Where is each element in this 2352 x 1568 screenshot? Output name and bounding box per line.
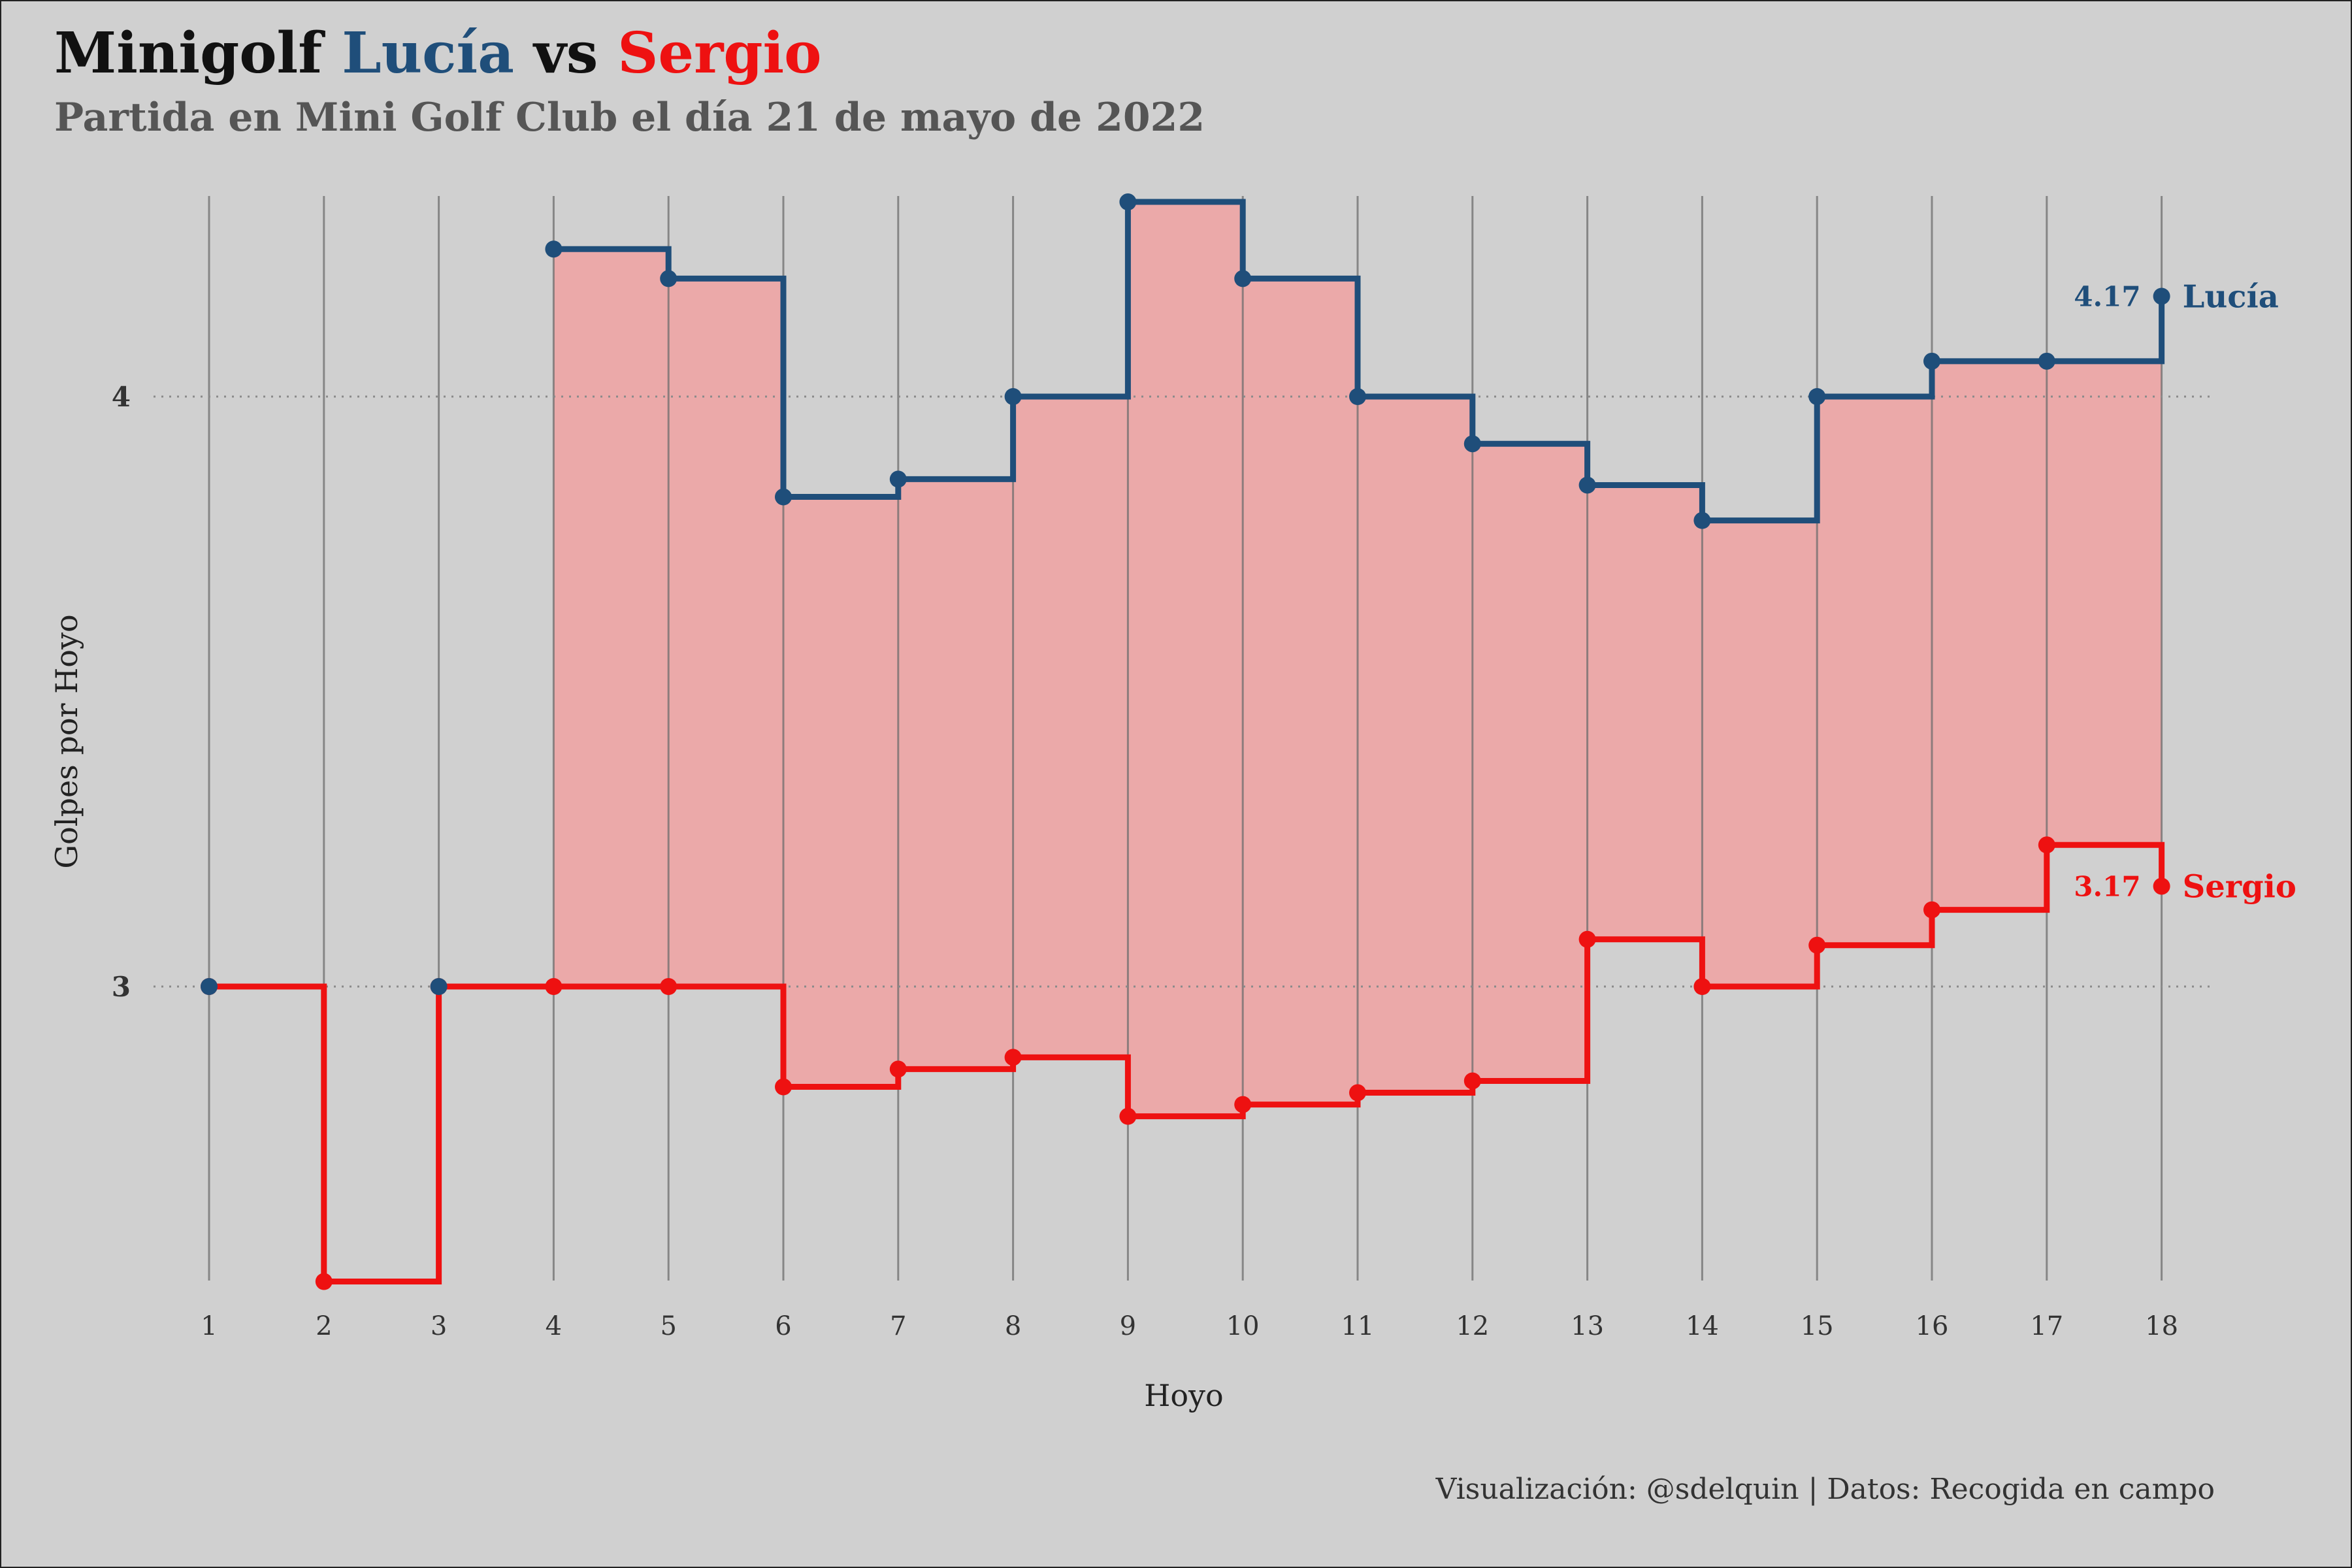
point-lucia-hole-10 xyxy=(1234,270,1252,287)
point-sergio-hole-11 xyxy=(1349,1084,1366,1102)
title-prefix: Minigolf xyxy=(54,20,323,86)
point-lucia-hole-5 xyxy=(660,270,678,287)
chart-title: Minigolf Lucía vs Sergio xyxy=(54,14,822,93)
x-tick-label-6: 6 xyxy=(775,1311,791,1341)
chart-subtitle: Partida en Mini Golf Club el día 21 de m… xyxy=(54,95,1205,140)
chart-caption: Visualización: @sdelquin | Datos: Recogi… xyxy=(1435,1473,2215,1506)
point-lucia-hole-11 xyxy=(1349,388,1366,405)
x-tick-label-4: 4 xyxy=(546,1311,562,1341)
x-tick-label-16: 16 xyxy=(1916,1311,1949,1341)
x-tick-label-7: 7 xyxy=(890,1311,906,1341)
point-lucia-hole-1 xyxy=(201,978,218,995)
point-lucia-hole-8 xyxy=(1004,388,1022,405)
x-tick-label-9: 9 xyxy=(1120,1311,1136,1341)
point-sergio-hole-18 xyxy=(2153,877,2170,895)
x-tick-label-13: 13 xyxy=(1571,1311,1604,1341)
point-lucia-hole-12 xyxy=(1463,435,1481,453)
point-lucia-hole-13 xyxy=(1578,476,1596,494)
series-line-lucia xyxy=(553,199,2165,524)
point-sergio-hole-8 xyxy=(1004,1049,1022,1066)
y-tick-label-4: 4 xyxy=(112,381,131,413)
y-tick-label-3: 3 xyxy=(112,971,131,1003)
x-tick-label-17: 17 xyxy=(2030,1311,2063,1341)
y-axis-title: Golpes por Hoyo xyxy=(49,614,84,868)
point-sergio-hole-2 xyxy=(315,1273,333,1290)
point-sergio-hole-9 xyxy=(1119,1107,1137,1125)
x-tick-label-18: 18 xyxy=(2145,1311,2178,1341)
point-lucia-hole-7 xyxy=(889,470,907,488)
point-sergio-hole-13 xyxy=(1578,930,1596,948)
x-tick-label-10: 10 xyxy=(1226,1311,1260,1341)
title-joiner: vs xyxy=(533,20,598,86)
point-sergio-hole-14 xyxy=(1693,978,1711,995)
x-tick-label-8: 8 xyxy=(1005,1311,1021,1341)
point-sergio-hole-12 xyxy=(1463,1072,1481,1090)
title-player2: Sergio xyxy=(617,20,822,86)
x-tick-label-5: 5 xyxy=(660,1311,676,1341)
point-sergio-hole-16 xyxy=(1923,901,1940,919)
point-sergio-hole-4 xyxy=(545,978,563,995)
point-lucia-hole-17 xyxy=(2038,352,2055,370)
point-lucia-hole-9 xyxy=(1119,193,1137,211)
end-name-lucia: Lucía xyxy=(2183,278,2279,315)
point-lucia-hole-6 xyxy=(775,488,792,506)
x-tick-label-3: 3 xyxy=(431,1311,447,1341)
end-name-sergio: Sergio xyxy=(2183,868,2296,905)
point-sergio-hole-5 xyxy=(660,978,678,995)
x-tick-label-2: 2 xyxy=(316,1311,332,1341)
point-lucia-hole-15 xyxy=(1808,388,1826,405)
x-tick-label-12: 12 xyxy=(1456,1311,1489,1341)
title-player1: Lucía xyxy=(342,20,514,86)
point-sergio-hole-15 xyxy=(1808,936,1826,954)
point-lucia-hole-4 xyxy=(545,240,563,258)
x-tick-label-14: 14 xyxy=(1686,1311,1719,1341)
point-lucia-hole-14 xyxy=(1693,512,1711,529)
end-value-sergio: 3.17 xyxy=(2074,870,2140,902)
x-tick-label-1: 1 xyxy=(201,1311,217,1341)
point-sergio-hole-7 xyxy=(889,1060,907,1078)
point-sergio-hole-6 xyxy=(775,1078,792,1096)
point-lucia-hole-3 xyxy=(430,978,448,995)
end-value-lucia: 4.17 xyxy=(2074,280,2140,312)
x-tick-label-15: 15 xyxy=(1801,1311,1834,1341)
point-sergio-hole-10 xyxy=(1234,1096,1252,1113)
point-lucia-hole-16 xyxy=(1923,352,1940,370)
x-tick-label-11: 11 xyxy=(1341,1311,1375,1341)
point-lucia-hole-18 xyxy=(2153,287,2170,305)
point-sergio-hole-17 xyxy=(2038,836,2055,854)
x-axis-title: Hoyo xyxy=(1144,1378,1224,1413)
